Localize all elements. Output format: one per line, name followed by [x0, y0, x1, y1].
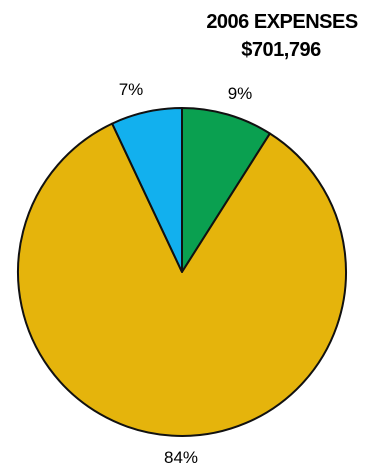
pie-slice-1 [17, 122, 347, 437]
pie-slice-labels: 9% 84% 7% [119, 80, 253, 467]
pie-slice-label-1: 84% [164, 448, 198, 467]
pie-slice-2 [111, 107, 183, 273]
pie-slice-0 [181, 107, 271, 273]
chart-title: 2006 EXPENSES [206, 11, 358, 33]
chart-subtitle: $701,796 [241, 39, 321, 61]
pie-slice-label-2: 7% [119, 80, 144, 99]
pie-slice-label-0: 9% [228, 84, 253, 103]
pie-slices [17, 107, 347, 437]
